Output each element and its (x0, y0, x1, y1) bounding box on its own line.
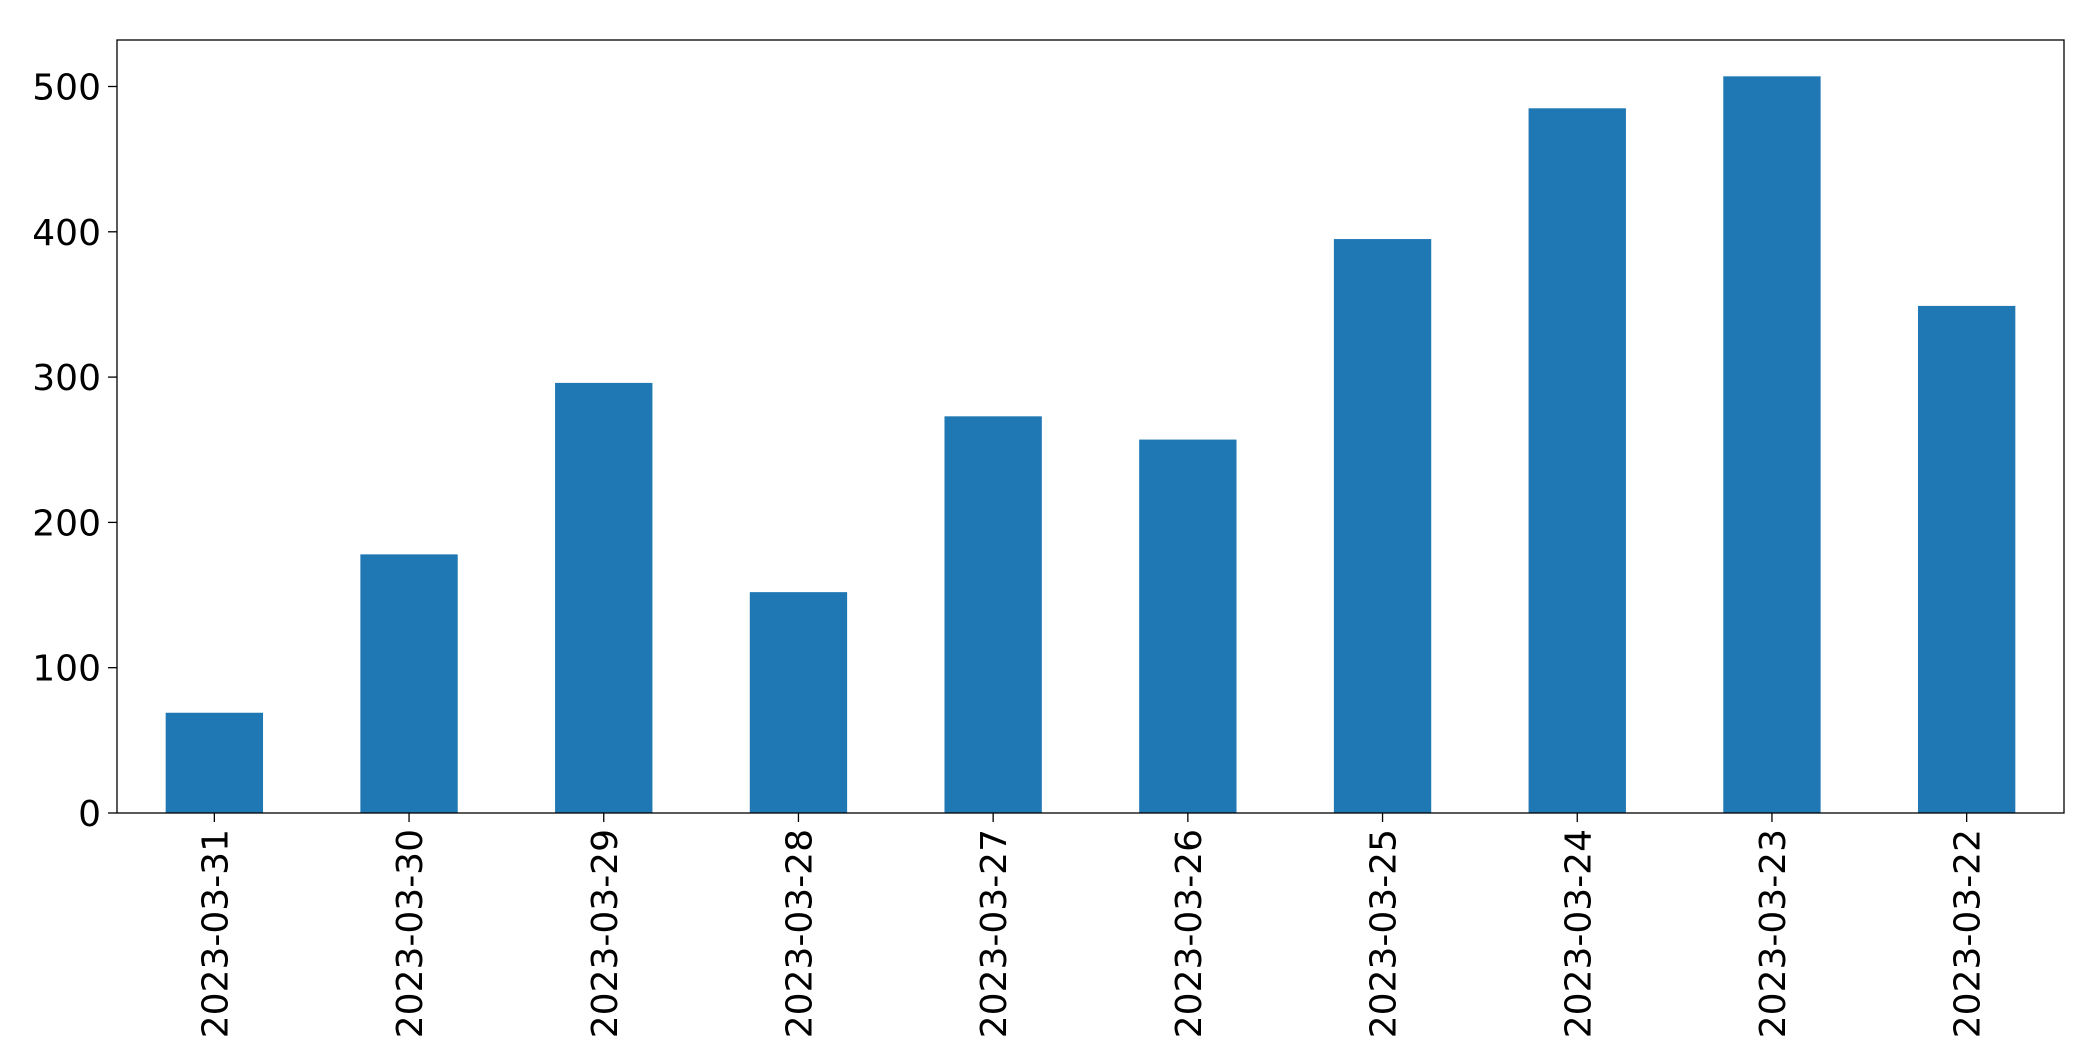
y-tick-label: 300 (32, 358, 101, 399)
bar (1723, 76, 1821, 813)
x-tick-label: 2023-03-25 (1364, 829, 1405, 1038)
y-tick-label: 200 (32, 503, 101, 544)
y-tick-label: 500 (32, 67, 101, 108)
bar (1917, 305, 2016, 813)
bar (944, 416, 1042, 813)
axes-frame (116, 39, 2065, 814)
x-tick-label: 2023-03-30 (390, 829, 431, 1038)
y-tick-label: 400 (32, 213, 101, 254)
x-tick-label: 2023-03-27 (974, 829, 1015, 1038)
x-tick-label: 2023-03-28 (779, 829, 820, 1038)
x-tick-label: 2023-03-22 (1948, 829, 1989, 1038)
bar (1528, 108, 1626, 813)
bar (749, 592, 848, 813)
bar (1139, 439, 1237, 813)
y-tick-label: 0 (78, 794, 101, 835)
bar (555, 382, 653, 813)
x-tick-label: 2023-03-26 (1169, 829, 1210, 1038)
x-tick-label: 2023-03-23 (1753, 829, 1794, 1038)
bar (360, 554, 458, 813)
bar (165, 712, 264, 813)
y-tick-label: 100 (32, 649, 101, 690)
x-tick-label: 2023-03-31 (195, 829, 236, 1038)
x-tick-label: 2023-03-24 (1558, 829, 1599, 1038)
x-tick-label: 2023-03-29 (585, 829, 626, 1038)
bar (1333, 239, 1432, 814)
